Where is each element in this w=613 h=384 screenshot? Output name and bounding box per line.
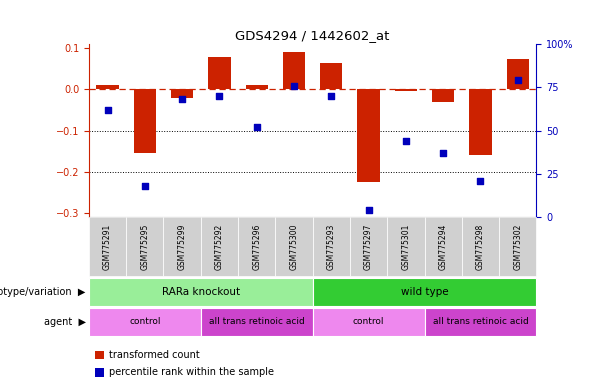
Point xyxy=(513,78,523,84)
Bar xyxy=(96,85,119,89)
Bar xyxy=(245,85,268,89)
Point xyxy=(326,93,336,99)
Text: GSM775299: GSM775299 xyxy=(178,223,186,270)
Text: genotype/variation  ▶: genotype/variation ▶ xyxy=(0,287,86,297)
Bar xyxy=(432,89,454,102)
Bar xyxy=(134,89,156,153)
Text: GSM775291: GSM775291 xyxy=(103,223,112,270)
Point xyxy=(364,207,373,213)
Text: GSM775301: GSM775301 xyxy=(402,223,410,270)
Point xyxy=(177,96,187,103)
Point xyxy=(401,138,411,144)
Text: agent  ▶: agent ▶ xyxy=(44,317,86,327)
Point xyxy=(102,107,112,113)
Point xyxy=(252,124,262,130)
Text: percentile rank within the sample: percentile rank within the sample xyxy=(109,367,274,377)
Text: GSM775298: GSM775298 xyxy=(476,223,485,270)
Point xyxy=(215,93,224,99)
Bar xyxy=(283,52,305,89)
Bar xyxy=(171,89,193,98)
Text: GSM775302: GSM775302 xyxy=(513,223,522,270)
Bar xyxy=(208,56,230,89)
Text: control: control xyxy=(129,318,161,326)
Text: GSM775300: GSM775300 xyxy=(289,223,299,270)
Point xyxy=(140,183,150,189)
Text: GSM775292: GSM775292 xyxy=(215,223,224,270)
Text: GSM775294: GSM775294 xyxy=(439,223,447,270)
Text: control: control xyxy=(353,318,384,326)
Point xyxy=(476,178,485,184)
Text: transformed count: transformed count xyxy=(109,350,200,360)
Text: all trans retinoic acid: all trans retinoic acid xyxy=(209,318,305,326)
Bar xyxy=(320,63,343,89)
Text: GSM775293: GSM775293 xyxy=(327,223,336,270)
Bar xyxy=(506,58,529,89)
Bar xyxy=(395,89,417,91)
Title: GDS4294 / 1442602_at: GDS4294 / 1442602_at xyxy=(235,28,390,41)
Text: wild type: wild type xyxy=(401,287,448,297)
Point xyxy=(289,83,299,89)
Bar xyxy=(357,89,380,182)
Text: GSM775295: GSM775295 xyxy=(140,223,150,270)
Text: GSM775296: GSM775296 xyxy=(252,223,261,270)
Text: RARa knockout: RARa knockout xyxy=(162,287,240,297)
Text: all trans retinoic acid: all trans retinoic acid xyxy=(433,318,528,326)
Text: GSM775297: GSM775297 xyxy=(364,223,373,270)
Bar xyxy=(470,89,492,155)
Point xyxy=(438,150,448,156)
